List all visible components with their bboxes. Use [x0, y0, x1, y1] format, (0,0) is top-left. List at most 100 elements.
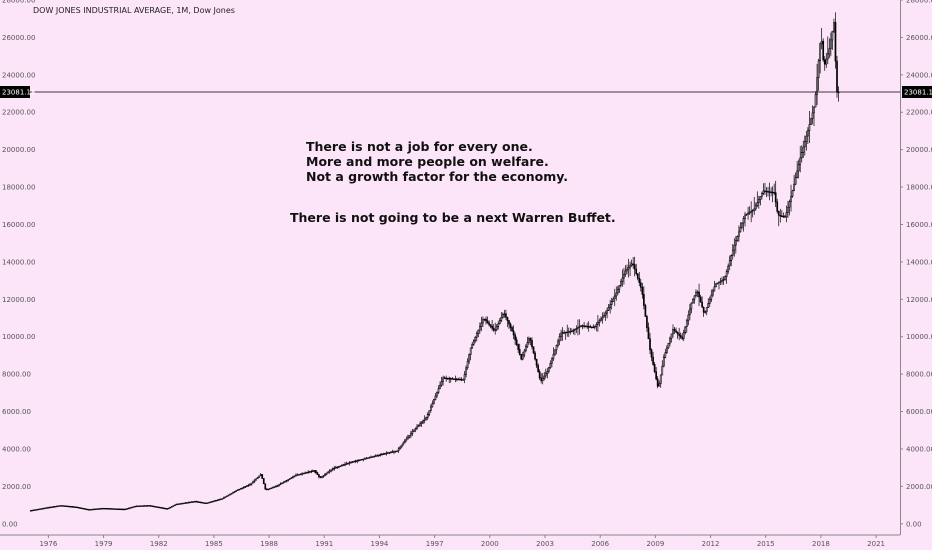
candle-up — [612, 298, 615, 302]
candle-up — [820, 40, 823, 45]
candle-up — [728, 260, 731, 267]
candle-down — [767, 191, 769, 193]
candle-up — [394, 450, 397, 453]
candle-up — [713, 286, 716, 292]
candle-up — [390, 451, 392, 454]
y-tick-label-left: 22000.00 — [2, 109, 35, 117]
candle-up — [350, 461, 352, 464]
candle-up — [46, 507, 49, 509]
candle-up — [397, 448, 400, 452]
candle-up — [790, 195, 792, 203]
candle-up — [370, 456, 372, 459]
candle-up — [621, 277, 624, 283]
candle-down — [462, 379, 464, 381]
candle-up — [570, 330, 573, 333]
candle-up — [331, 468, 334, 471]
candle-up — [348, 462, 351, 464]
candle-down — [78, 507, 81, 509]
candle-up — [184, 502, 187, 504]
y-tick-label-right: 20000.00 — [906, 146, 932, 154]
candle-up — [365, 457, 368, 460]
candle-up — [712, 290, 714, 296]
candle-up — [601, 316, 604, 320]
candle-up — [466, 360, 469, 369]
candle-down — [782, 215, 785, 218]
candle-up — [759, 196, 762, 200]
candle-up — [362, 458, 365, 461]
candle-up — [606, 309, 608, 314]
candle-down — [149, 505, 152, 507]
candle-up — [722, 278, 725, 281]
candle-up — [287, 479, 290, 481]
candle-down — [652, 356, 654, 365]
candle-up — [503, 313, 506, 315]
candle-up — [693, 295, 696, 300]
candle-up — [131, 506, 133, 509]
candle-up — [138, 505, 141, 507]
candle-up — [60, 505, 63, 507]
candle-up — [551, 358, 553, 364]
candle-down — [448, 377, 451, 380]
candle-up — [604, 312, 607, 316]
candle-up — [662, 356, 665, 367]
candle-up — [414, 428, 417, 431]
candle-down — [117, 508, 119, 510]
candle-down — [636, 273, 639, 279]
candle-down — [114, 508, 116, 510]
candle-down — [158, 506, 161, 509]
candle-down — [531, 340, 533, 347]
candle-up — [388, 452, 391, 454]
candle-up — [687, 314, 690, 322]
y-tick-label-right: 16000.00 — [906, 221, 932, 229]
candle-up — [357, 459, 360, 462]
y-tick-label-left: 0.00 — [2, 520, 18, 528]
candle-up — [557, 340, 559, 346]
candle-up — [574, 328, 576, 331]
y-tick-label-right: 8000.00 — [906, 371, 932, 379]
candle-up — [724, 276, 726, 280]
candle-down — [316, 472, 319, 475]
candle-up — [659, 374, 662, 385]
y-tick-label-right: 0.00 — [906, 520, 922, 528]
candle-down — [265, 488, 268, 491]
x-tick-label: 1982 — [150, 540, 168, 548]
candle-down — [702, 306, 705, 313]
candle-down — [452, 378, 455, 380]
candle-up — [167, 507, 170, 510]
candle-up — [620, 281, 622, 286]
candle-up — [707, 303, 710, 308]
candle-up — [177, 503, 179, 506]
candle-up — [428, 410, 431, 415]
y-tick-label-right: 26000.00 — [906, 34, 932, 42]
candle-down — [203, 502, 205, 504]
candle-down — [535, 358, 538, 366]
candle-up — [578, 326, 581, 328]
candle-up — [742, 218, 745, 224]
candle-up — [180, 503, 182, 505]
candle-up — [143, 505, 146, 507]
candle-up — [396, 450, 398, 452]
annotation-warren-buffet: There is not going to be a next Warren B… — [290, 210, 616, 225]
candle-up — [426, 413, 429, 418]
candle-up — [359, 459, 362, 461]
candle-up — [429, 406, 432, 411]
candle-down — [822, 40, 825, 61]
candle-up — [321, 476, 323, 478]
candle-up — [302, 472, 305, 475]
y-tick-label-left: 26000.00 — [2, 34, 35, 42]
candle-up — [670, 333, 673, 339]
candle-up — [221, 498, 224, 500]
candle-down — [154, 505, 156, 508]
candle-up — [174, 504, 176, 507]
candle-up — [561, 332, 564, 334]
candle-up — [281, 482, 283, 485]
candle-up — [29, 510, 32, 512]
candle-up — [477, 329, 480, 334]
candle-up — [406, 436, 409, 440]
candle-up — [224, 496, 227, 498]
y-tick-label-left: 20000.00 — [2, 146, 35, 154]
candle-down — [586, 325, 588, 328]
candle-up — [246, 485, 248, 487]
candle-down — [635, 268, 638, 274]
candle-up — [135, 505, 138, 508]
